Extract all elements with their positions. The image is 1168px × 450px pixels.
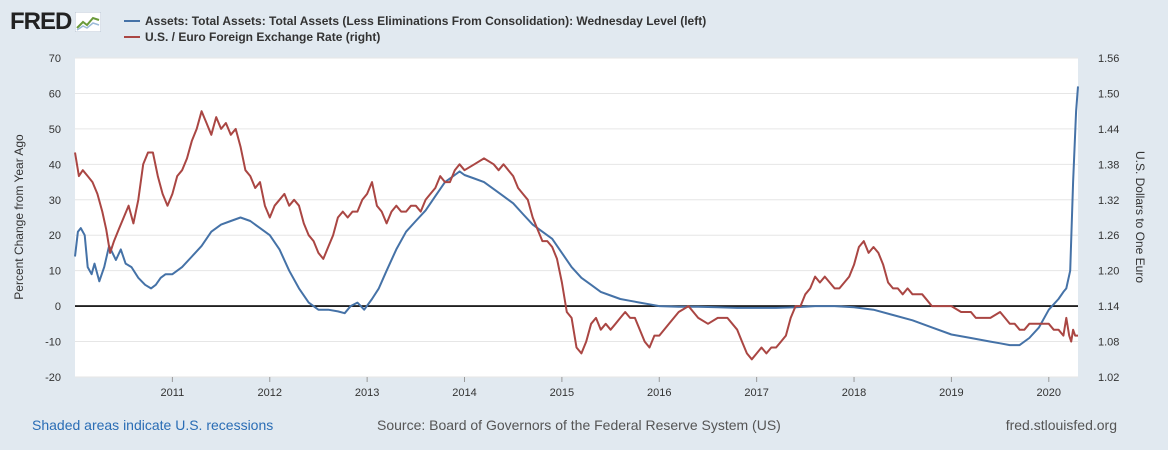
x-axis-ticks: 2011 2012 2013 2014 2015 2016 2017 2018 2019 2020 [161, 377, 1061, 399]
left-tick-label: 60 [49, 88, 61, 100]
x-tick-label: 2020 [1037, 387, 1061, 399]
right-tick-label: 1.44 [1098, 124, 1119, 136]
trend-chart-icon [75, 12, 102, 32]
x-tick-label: 2016 [647, 387, 671, 399]
series-lines [74, 86, 1079, 361]
chart-legend: Assets: Total Assets: Total Assets (Less… [124, 13, 706, 45]
x-tick-label: 2019 [939, 387, 963, 399]
source-text: Source: Board of Governors of the Federa… [377, 417, 781, 433]
left-axis-title: Percent Change from Year Ago [12, 134, 26, 300]
right-tick-label: 1.20 [1098, 266, 1119, 278]
right-tick-label: 1.32 [1098, 195, 1119, 207]
x-tick-label: 2011 [161, 387, 185, 399]
left-tick-label: -20 [45, 372, 61, 384]
series-line-exchange-rate [74, 110, 1078, 361]
left-tick-label: -10 [45, 337, 61, 349]
right-tick-label: 1.50 [1098, 88, 1119, 100]
x-tick-label: 2017 [744, 387, 768, 399]
left-tick-label: 20 [49, 230, 61, 242]
left-tick-label: 30 [49, 195, 61, 207]
left-tick-label: 0 [55, 301, 61, 313]
legend-item-assets[interactable]: Assets: Total Assets: Total Assets (Less… [124, 13, 706, 29]
legend-label: Assets: Total Assets: Total Assets (Less… [145, 14, 707, 28]
x-tick-label: 2015 [550, 387, 574, 399]
right-tick-label: 1.08 [1098, 337, 1119, 349]
plot-area [75, 58, 1078, 377]
legend-swatch [124, 20, 140, 22]
right-tick-label: 1.26 [1098, 230, 1119, 242]
site-link[interactable]: fred.stlouisfed.org [1005, 417, 1117, 433]
x-tick-label: 2012 [258, 387, 282, 399]
left-tick-label: 70 [49, 53, 61, 65]
fred-logo[interactable]: FRED [10, 8, 102, 36]
right-tick-label: 1.56 [1098, 53, 1119, 65]
left-tick-label: 50 [49, 124, 61, 136]
legend-label: U.S. / Euro Foreign Exchange Rate (right… [145, 30, 381, 44]
x-tick-label: 2013 [355, 387, 379, 399]
legend-swatch [124, 36, 140, 38]
x-tick-label: 2018 [842, 387, 866, 399]
legend-item-exchange-rate[interactable]: U.S. / Euro Foreign Exchange Rate (right… [124, 29, 706, 45]
recessions-link[interactable]: Shaded areas indicate U.S. recessions [32, 417, 274, 433]
right-axis-ticks: 1.56 1.50 1.44 1.38 1.32 1.26 1.20 1.14 1.08 1.02 [1098, 53, 1119, 384]
x-tick-label: 2014 [452, 387, 476, 399]
right-tick-label: 1.02 [1098, 372, 1119, 384]
left-axis-ticks: 70 60 50 40 30 20 10 0 -10 -20 [45, 53, 61, 384]
right-tick-label: 1.14 [1098, 301, 1119, 313]
logo-text: FRED [10, 8, 72, 35]
right-tick-label: 1.38 [1098, 159, 1119, 171]
series-line-assets [74, 86, 1079, 347]
left-tick-label: 40 [49, 159, 61, 171]
chart-header: FRED Assets: Total Assets: Total Assets … [0, 0, 1168, 50]
left-tick-label: 10 [49, 266, 61, 278]
right-axis-title: U.S. Dollars to One Euro [1133, 151, 1147, 283]
